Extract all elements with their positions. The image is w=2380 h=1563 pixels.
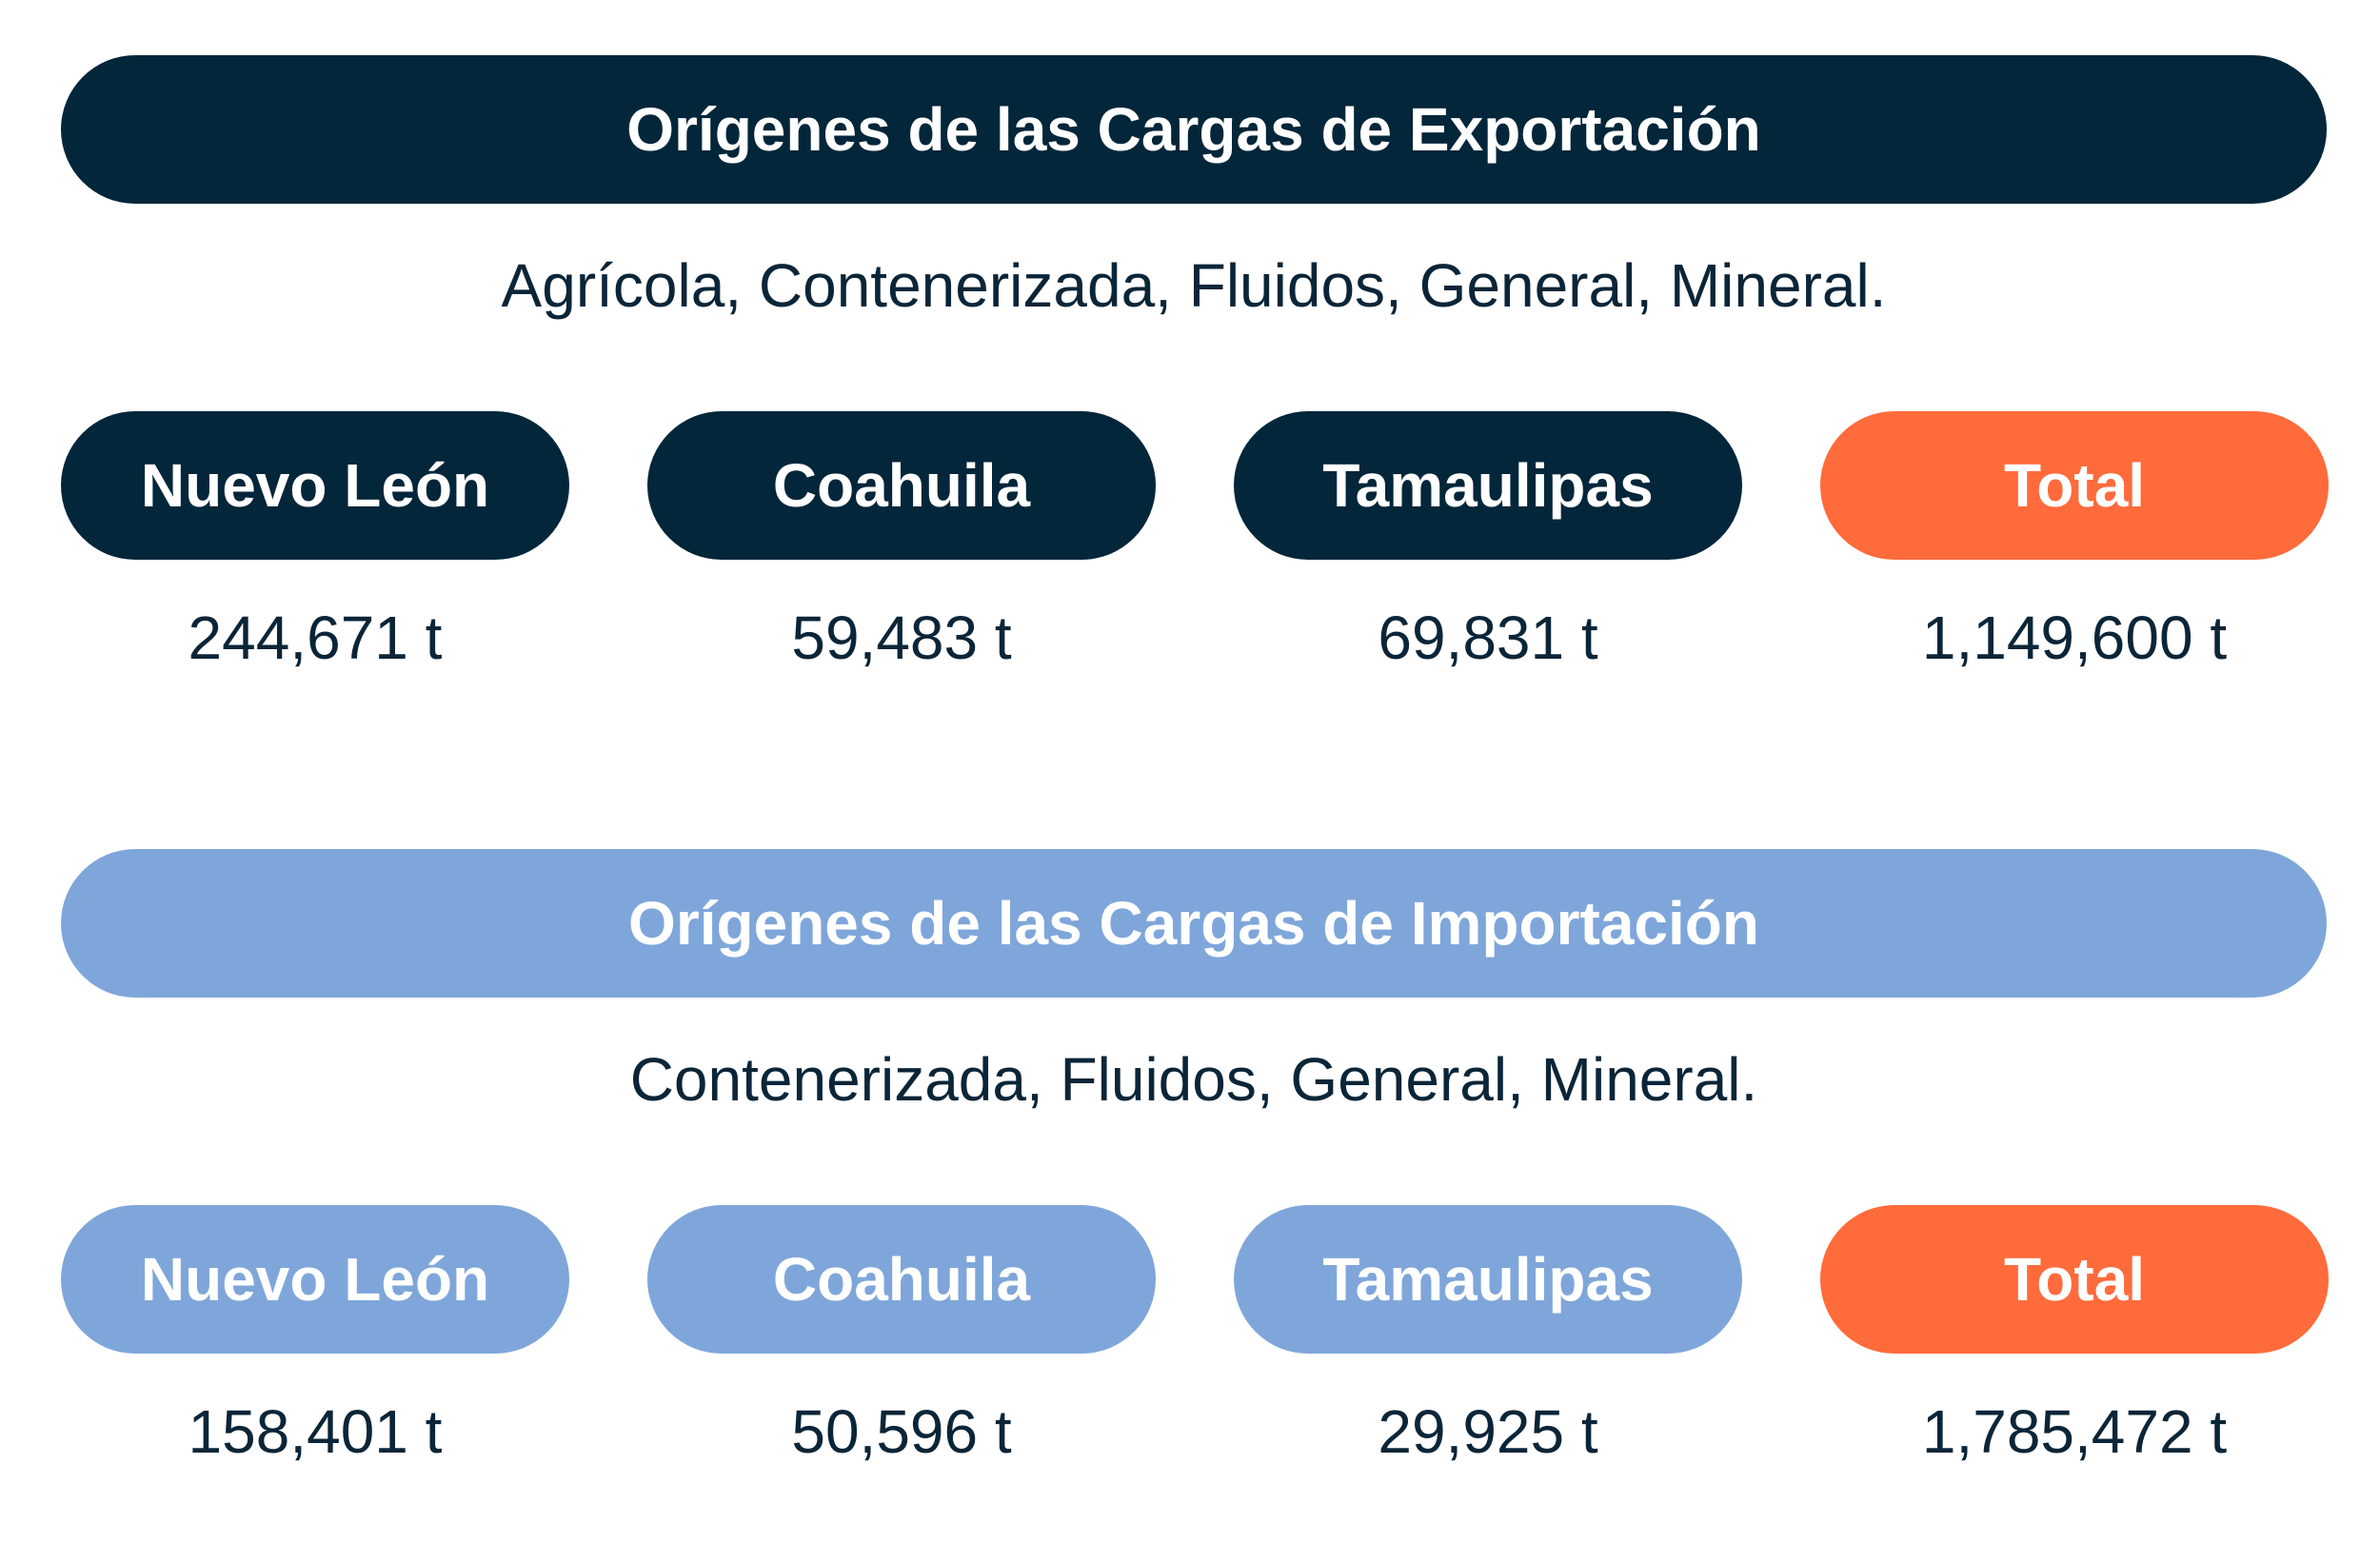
import-label-coahuila: Coahuila: [647, 1205, 1156, 1354]
export-label-nuevo-leon: Nuevo León: [61, 411, 569, 560]
export-state-values: 244,671 t 59,483 t 69,831 t 1,149,600 t: [61, 603, 2327, 688]
export-title-banner: Orígenes de las Cargas de Exportación: [61, 55, 2327, 204]
import-label-nuevo-leon: Nuevo León: [61, 1205, 569, 1354]
export-cargo-types: Agrícola, Contenerizada, Fluidos, Genera…: [501, 251, 1887, 320]
import-state-values: 158,401 t 50,596 t 29,925 t 1,785,472 t: [61, 1396, 2327, 1482]
import-label-tamaulipas: Tamaulipas: [1234, 1205, 1742, 1354]
export-section: Orígenes de las Cargas de Exportación Ag…: [61, 55, 2329, 769]
import-state-labels: Nuevo León Coahuila Tamaulipas Total: [61, 1205, 2329, 1354]
export-value-tamaulipas: 69,831 t: [1378, 603, 1598, 672]
import-value-total: 1,785,472 t: [1921, 1397, 2228, 1466]
import-value-coahuila: 50,596 t: [791, 1397, 1012, 1466]
import-label-total: Total: [1820, 1205, 2329, 1354]
export-value-total: 1,149,600 t: [1921, 603, 2228, 672]
export-value-nuevo-leon: 244,671 t: [188, 603, 443, 672]
export-label-total: Total: [1820, 411, 2329, 560]
export-label-tamaulipas: Tamaulipas: [1234, 411, 1742, 560]
import-cargo-types: Contenerizada, Fluidos, General, Mineral…: [629, 1045, 1758, 1114]
export-label-coahuila: Coahuila: [647, 411, 1156, 560]
import-value-tamaulipas: 29,925 t: [1378, 1397, 1598, 1466]
export-value-coahuila: 59,483 t: [791, 603, 1012, 672]
import-title-banner: Orígenes de las Cargas de Importación: [61, 849, 2327, 998]
import-section: Orígenes de las Cargas de Importación Co…: [61, 849, 2329, 1563]
export-state-labels: Nuevo León Coahuila Tamaulipas Total: [61, 411, 2329, 560]
import-value-nuevo-leon: 158,401 t: [188, 1397, 443, 1466]
